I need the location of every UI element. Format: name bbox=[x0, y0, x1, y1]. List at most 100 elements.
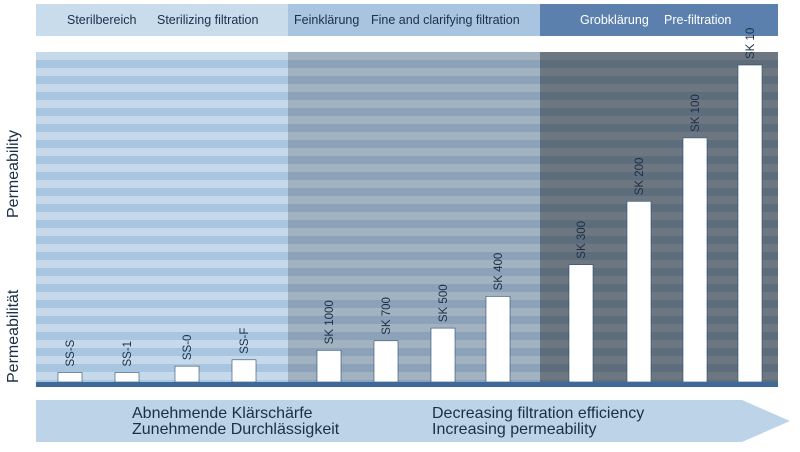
plot-stripe bbox=[36, 300, 288, 308]
plot-stripe bbox=[36, 308, 288, 316]
plot-stripe bbox=[288, 308, 540, 316]
plot-stripe bbox=[288, 260, 540, 268]
bar-label: SS-1 bbox=[122, 341, 134, 367]
plot-stripe bbox=[36, 164, 288, 172]
plot-stripe bbox=[540, 372, 778, 380]
bar-label: SS-F bbox=[239, 328, 251, 354]
plot-stripe bbox=[288, 140, 540, 148]
plot-stripe bbox=[540, 140, 778, 148]
plot-stripe bbox=[288, 284, 540, 292]
bar-sk-1000 bbox=[316, 349, 342, 383]
arrow-text-de-2: Zunehmende Durchlässigkeit bbox=[132, 421, 340, 438]
plot-stripe bbox=[36, 108, 288, 116]
plot-stripe bbox=[540, 84, 778, 92]
bar-sk-700 bbox=[373, 340, 399, 383]
bar-sk-200 bbox=[626, 201, 652, 383]
plot-stripe bbox=[540, 316, 778, 324]
plot-stripe bbox=[540, 212, 778, 220]
bar-ss-s bbox=[57, 372, 83, 383]
bar-sk-500 bbox=[430, 327, 456, 383]
bar-label: SK 200 bbox=[634, 158, 646, 196]
plot-stripe bbox=[540, 380, 778, 382]
plot-stripe bbox=[36, 212, 288, 220]
plot-stripe bbox=[540, 284, 778, 292]
plot-stripe bbox=[540, 220, 778, 228]
header-fine-de: Feinklärung bbox=[294, 13, 359, 27]
plot-stripe bbox=[288, 60, 540, 68]
plot-stripe bbox=[36, 196, 288, 204]
bar-sk-300 bbox=[568, 264, 594, 383]
bar-label: SK 100 bbox=[690, 94, 702, 132]
plot-stripe bbox=[540, 292, 778, 300]
plot-stripe bbox=[288, 188, 540, 196]
plot-stripe bbox=[288, 212, 540, 220]
bar-label: SK 1000 bbox=[324, 300, 336, 344]
plot-stripe bbox=[36, 188, 288, 196]
header-pre-en: Pre-filtration bbox=[664, 13, 731, 27]
plot-stripe bbox=[36, 100, 288, 108]
plot-stripe bbox=[540, 108, 778, 116]
bar-label: SS-S bbox=[65, 339, 77, 366]
bar-ss-f bbox=[231, 359, 257, 383]
plot-stripe bbox=[288, 92, 540, 100]
plot-stripe bbox=[36, 92, 288, 100]
plot-stripe bbox=[540, 60, 778, 68]
plot-stripe bbox=[288, 292, 540, 300]
plot-stripe bbox=[288, 116, 540, 124]
plot-stripe bbox=[288, 268, 540, 276]
plot-stripe bbox=[36, 284, 288, 292]
plot-stripe bbox=[540, 356, 778, 364]
plot-stripe bbox=[540, 252, 778, 260]
plot-stripe bbox=[36, 260, 288, 268]
bar-label: SK 400 bbox=[493, 253, 505, 291]
plot-stripe bbox=[36, 132, 288, 140]
plot-stripe bbox=[540, 156, 778, 164]
plot-stripe bbox=[540, 228, 778, 236]
plot-stripe bbox=[36, 236, 288, 244]
plot-stripe bbox=[36, 60, 288, 68]
plot-stripe bbox=[36, 252, 288, 260]
plot-stripe bbox=[36, 172, 288, 180]
plot-stripe bbox=[36, 68, 288, 76]
x-axis-baseline bbox=[36, 382, 778, 387]
header-fine-en: Fine and clarifying filtration bbox=[371, 13, 520, 27]
plot-stripe bbox=[36, 332, 288, 340]
plot-stripe bbox=[36, 220, 288, 228]
plot-stripe bbox=[288, 324, 540, 332]
plot-stripe bbox=[288, 84, 540, 92]
bar-label: SK 500 bbox=[438, 284, 450, 322]
plot-stripe bbox=[288, 156, 540, 164]
plot-stripe bbox=[288, 180, 540, 188]
plot-stripe bbox=[540, 236, 778, 244]
plot-stripe bbox=[36, 364, 288, 372]
plot-stripe bbox=[540, 124, 778, 132]
plot-stripe bbox=[288, 76, 540, 84]
plot-background bbox=[36, 52, 778, 382]
bar-label: SK 300 bbox=[576, 221, 588, 259]
direction-arrow: Abnehmende Klärschärfe Zunehmende Durchl… bbox=[36, 400, 790, 442]
plot-stripe bbox=[36, 324, 288, 332]
plot-stripe bbox=[288, 372, 540, 380]
plot-stripe bbox=[540, 100, 778, 108]
plot-stripe bbox=[288, 364, 540, 372]
plot-stripe bbox=[288, 220, 540, 228]
plot-stripe bbox=[288, 380, 540, 382]
header-band: Sterilbereich Sterilizing filtration Fei… bbox=[36, 4, 778, 36]
plot-stripe bbox=[36, 76, 288, 84]
arrow-text-en-2: Increasing permeability bbox=[432, 421, 597, 438]
y-axis-label-en: Permeability bbox=[5, 130, 22, 218]
plot-stripe bbox=[540, 116, 778, 124]
bar-sk-100 bbox=[682, 137, 708, 383]
plot-stripe bbox=[540, 348, 778, 356]
plot-stripe bbox=[288, 148, 540, 156]
plot-stripe bbox=[36, 124, 288, 132]
plot-stripe bbox=[36, 292, 288, 300]
plot-stripe bbox=[36, 348, 288, 356]
bar-label: SS-0 bbox=[182, 335, 194, 361]
plot-stripe bbox=[288, 252, 540, 260]
plot-stripe bbox=[36, 244, 288, 252]
plot-stripe bbox=[540, 364, 778, 372]
arrow-shape bbox=[36, 400, 790, 442]
header-pre-de: Grobklärung bbox=[580, 13, 649, 27]
plot-stripe bbox=[36, 228, 288, 236]
